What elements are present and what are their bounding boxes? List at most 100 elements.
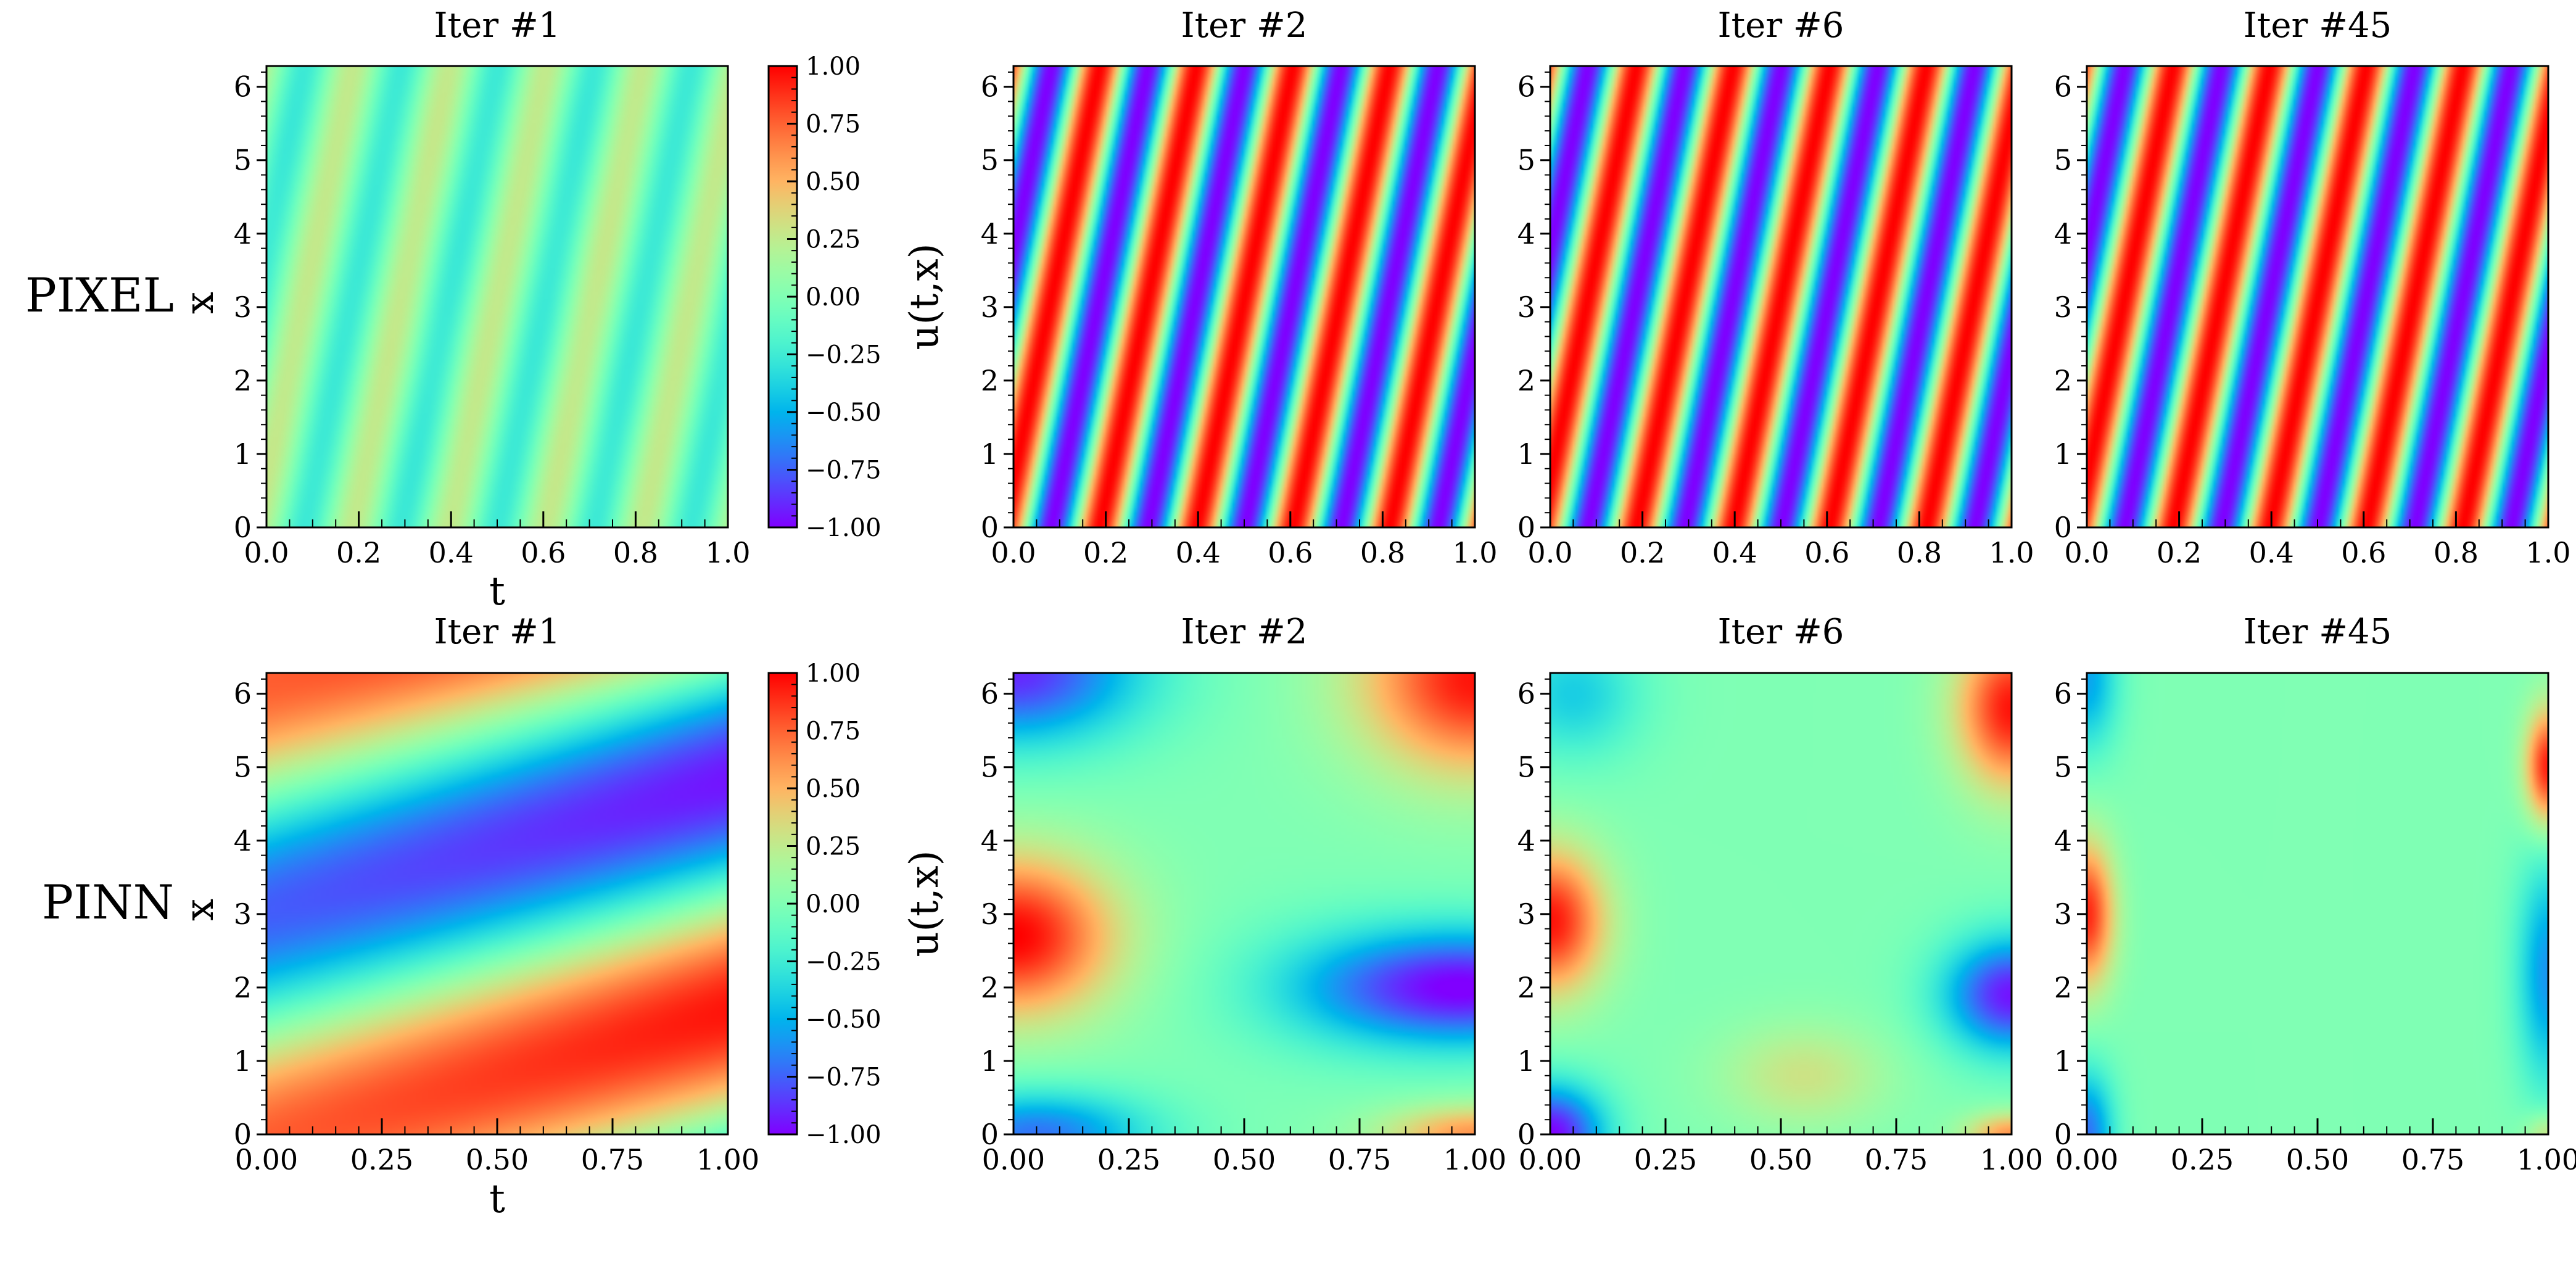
heatmap [2087,66,2548,527]
x-tick-label: 0.25 [1634,1143,1697,1176]
y-tick-label: 0 [981,1118,999,1151]
x-tick-label: 0.00 [1519,1143,1582,1176]
colorbar-tick-label: 1.00 [806,659,861,688]
y-tick-label: 0 [234,1118,252,1151]
x-tick-label: 0.4 [2249,536,2294,569]
colorbar-tick-label: 0.75 [806,110,861,139]
y-tick-label: 3 [981,898,999,931]
x-tick-label: 0.2 [1083,536,1128,569]
heatmap [1550,673,2012,1134]
y-tick-label: 2 [981,971,999,1004]
y-tick-label: 5 [2054,144,2072,177]
y-tick-label: 1 [2054,1044,2072,1078]
x-tick-label: 0.4 [1176,536,1221,569]
x-tick-label: 0.50 [466,1143,529,1176]
x-tick-label: 1.00 [1980,1143,2043,1176]
x-tick-label: 0.4 [1712,536,1757,569]
x-tick-label: 1.00 [2517,1143,2576,1176]
panel-title: Iter #1 [434,6,561,46]
y-tick-label: 4 [2054,824,2072,857]
colorbar-tick-label: 0.50 [806,168,861,196]
y-tick-label: 5 [981,144,999,177]
x-tick-label: 0.75 [2401,1143,2464,1176]
y-tick-label: 6 [981,677,999,711]
x-tick-label: 0.2 [1620,536,1665,569]
heatmap [1013,66,1475,527]
colorbar-tick-label: 0.00 [806,890,861,918]
x-tick-label: 0.6 [1804,536,1849,569]
x-tick-label: 0.6 [1268,536,1313,569]
panel-title: Iter #2 [1181,612,1308,652]
y-tick-label: 2 [2054,971,2072,1004]
y-tick-label: 2 [234,971,252,1004]
y-tick-label: 4 [2054,217,2072,250]
y-tick-label: 6 [2054,70,2072,104]
x-tick-label: 0.25 [1097,1143,1160,1176]
panel-title: Iter #6 [1718,6,1844,46]
x-tick-label: 0.75 [581,1143,644,1176]
y-tick-label: 2 [1517,971,1535,1004]
heatmap [2087,673,2548,1134]
x-tick-label: 0.2 [336,536,381,569]
row-label-pixel: PIXEL [25,268,174,323]
u-axis-label: u(t,x) [902,850,947,957]
y-tick-label: 0 [1517,511,1535,544]
y-tick-label: 3 [234,291,252,324]
y-tick-label: 6 [234,677,252,711]
y-tick-label: 0 [234,511,252,544]
x-tick-label: 1.0 [705,536,750,569]
x-tick-label: 0.00 [235,1143,298,1176]
panel-pinn-4: Iter #45 0.00 0.25 0.50 0.75 1.00 0 1 2 3 4 5 6 [2054,612,2576,1176]
heatmap [1013,673,1475,1134]
y-tick-label: 6 [2054,677,2072,711]
x-tick-label: 0.2 [2157,536,2202,569]
panel-title: Iter #2 [1181,6,1308,46]
x-tick-label: 0.75 [1328,1143,1391,1176]
x-tick-label: 0.00 [982,1143,1045,1176]
y-tick-label: 4 [981,824,999,857]
x-tick-label: 0.25 [350,1143,413,1176]
y-tick-label: 5 [1517,751,1535,784]
colorbar: −1.00 −0.75 −0.50 −0.25 0.00 0.25 0.50 0.75 1.00 [767,659,881,1149]
colorbar: −1.00 −0.75 −0.50 −0.25 0.00 0.25 0.50 0.75 1.00 [767,52,881,542]
y-tick-label: 1 [234,1044,252,1078]
y-tick-label: 5 [981,751,999,784]
y-tick-label: 3 [981,291,999,324]
y-tick-label: 1 [2054,437,2072,471]
heatmap [266,673,728,1134]
panel-pixel-1: Iter #1 0.0 0.2 0.4 0.6 0.8 1.0 0 1 2 3 4 5 6 [234,6,751,569]
x-axis-label: t [489,569,505,614]
y-tick-label: 1 [234,437,252,471]
x-tick-label: 0.50 [1749,1143,1812,1176]
x-tick-label: 0.6 [521,536,566,569]
x-tick-label: 0.4 [429,536,474,569]
y-tick-label: 4 [1517,824,1535,857]
y-tick-label: 5 [234,751,252,784]
y-tick-label: 4 [1517,217,1535,250]
panel-title: Iter #45 [2244,6,2392,46]
y-tick-label: 2 [234,364,252,397]
y-tick-label: 1 [1517,1044,1535,1078]
y-tick-label: 3 [1517,898,1535,931]
x-tick-label: 0.8 [1360,536,1405,569]
y-tick-label: 0 [2054,1118,2072,1151]
x-tick-label: 1.00 [1443,1143,1506,1176]
x-tick-label: 0.8 [2434,536,2479,569]
y-tick-label: 6 [981,70,999,104]
colorbar-tick-label: 1.00 [806,52,861,81]
y-axis-label: x [177,292,223,314]
panel-pixel-2: Iter #2 0.0 0.2 0.4 0.6 0.8 1.0 0 1 2 3 4 5 6 [981,6,1498,569]
x-tick-label: 1.00 [696,1143,759,1176]
x-tick-label: 1.0 [1989,536,2034,569]
colorbar-tick-label: 0.00 [806,283,861,312]
x-tick-label: 0.50 [2286,1143,2349,1176]
x-tick-label: 0.0 [244,536,289,569]
y-tick-label: 3 [1517,291,1535,324]
colorbar-tick-label: −0.25 [806,341,881,369]
y-tick-label: 4 [234,217,252,250]
colorbar-tick-label: −0.50 [806,398,881,427]
x-axis-label: t [489,1176,505,1222]
y-tick-label: 6 [234,70,252,104]
y-tick-label: 5 [234,144,252,177]
panel-pinn-2: Iter #2 0.00 0.25 0.50 0.75 1.00 0 1 2 3 4 5 6 [981,612,1506,1176]
